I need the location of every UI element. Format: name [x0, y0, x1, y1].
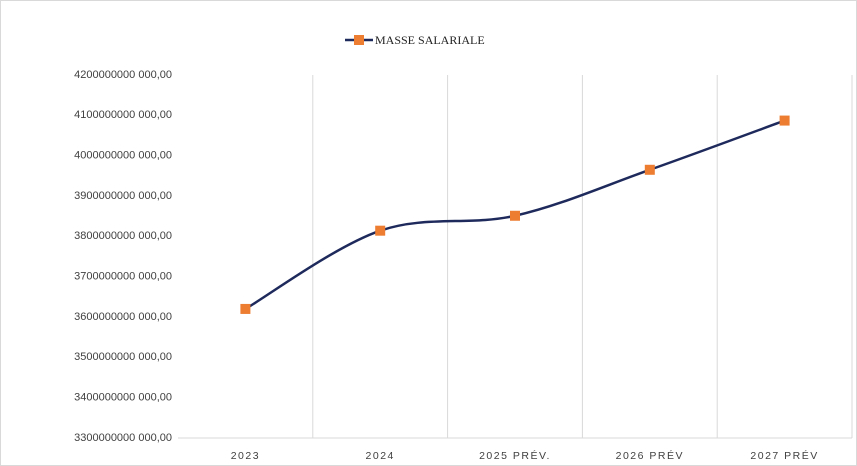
y-tick-label: 4200000000 000,00 [74, 69, 172, 81]
x-tick-label: 2026 PRÉV [616, 449, 684, 462]
x-tick-label: 2023 [231, 450, 260, 462]
data-point [375, 225, 386, 236]
x-tick-label: 2024 [366, 450, 395, 462]
x-tick-label: 2025 PRÉV. [479, 449, 551, 462]
x-tick-label: 2027 PRÉV [750, 449, 818, 462]
legend-marker [354, 35, 364, 45]
data-point [510, 210, 520, 221]
y-tick-label: 3400000000 000,00 [74, 392, 172, 404]
legend-label: MASSE SALARIALE [375, 33, 485, 47]
y-tick-label: 4100000000 000,00 [74, 109, 172, 121]
y-tick-label: 3900000000 000,00 [74, 190, 172, 202]
data-point [240, 303, 251, 314]
data-point [779, 115, 790, 126]
y-tick-label: 3800000000 000,00 [74, 230, 172, 242]
y-tick-label: 3700000000 000,00 [74, 271, 172, 283]
y-tick-label: 3600000000 000,00 [74, 311, 172, 323]
y-tick-label: 3300000000 000,00 [74, 432, 172, 444]
data-point [644, 164, 655, 175]
y-tick-label: 3500000000 000,00 [74, 351, 172, 363]
y-tick-label: 4000000000 000,00 [74, 150, 172, 162]
